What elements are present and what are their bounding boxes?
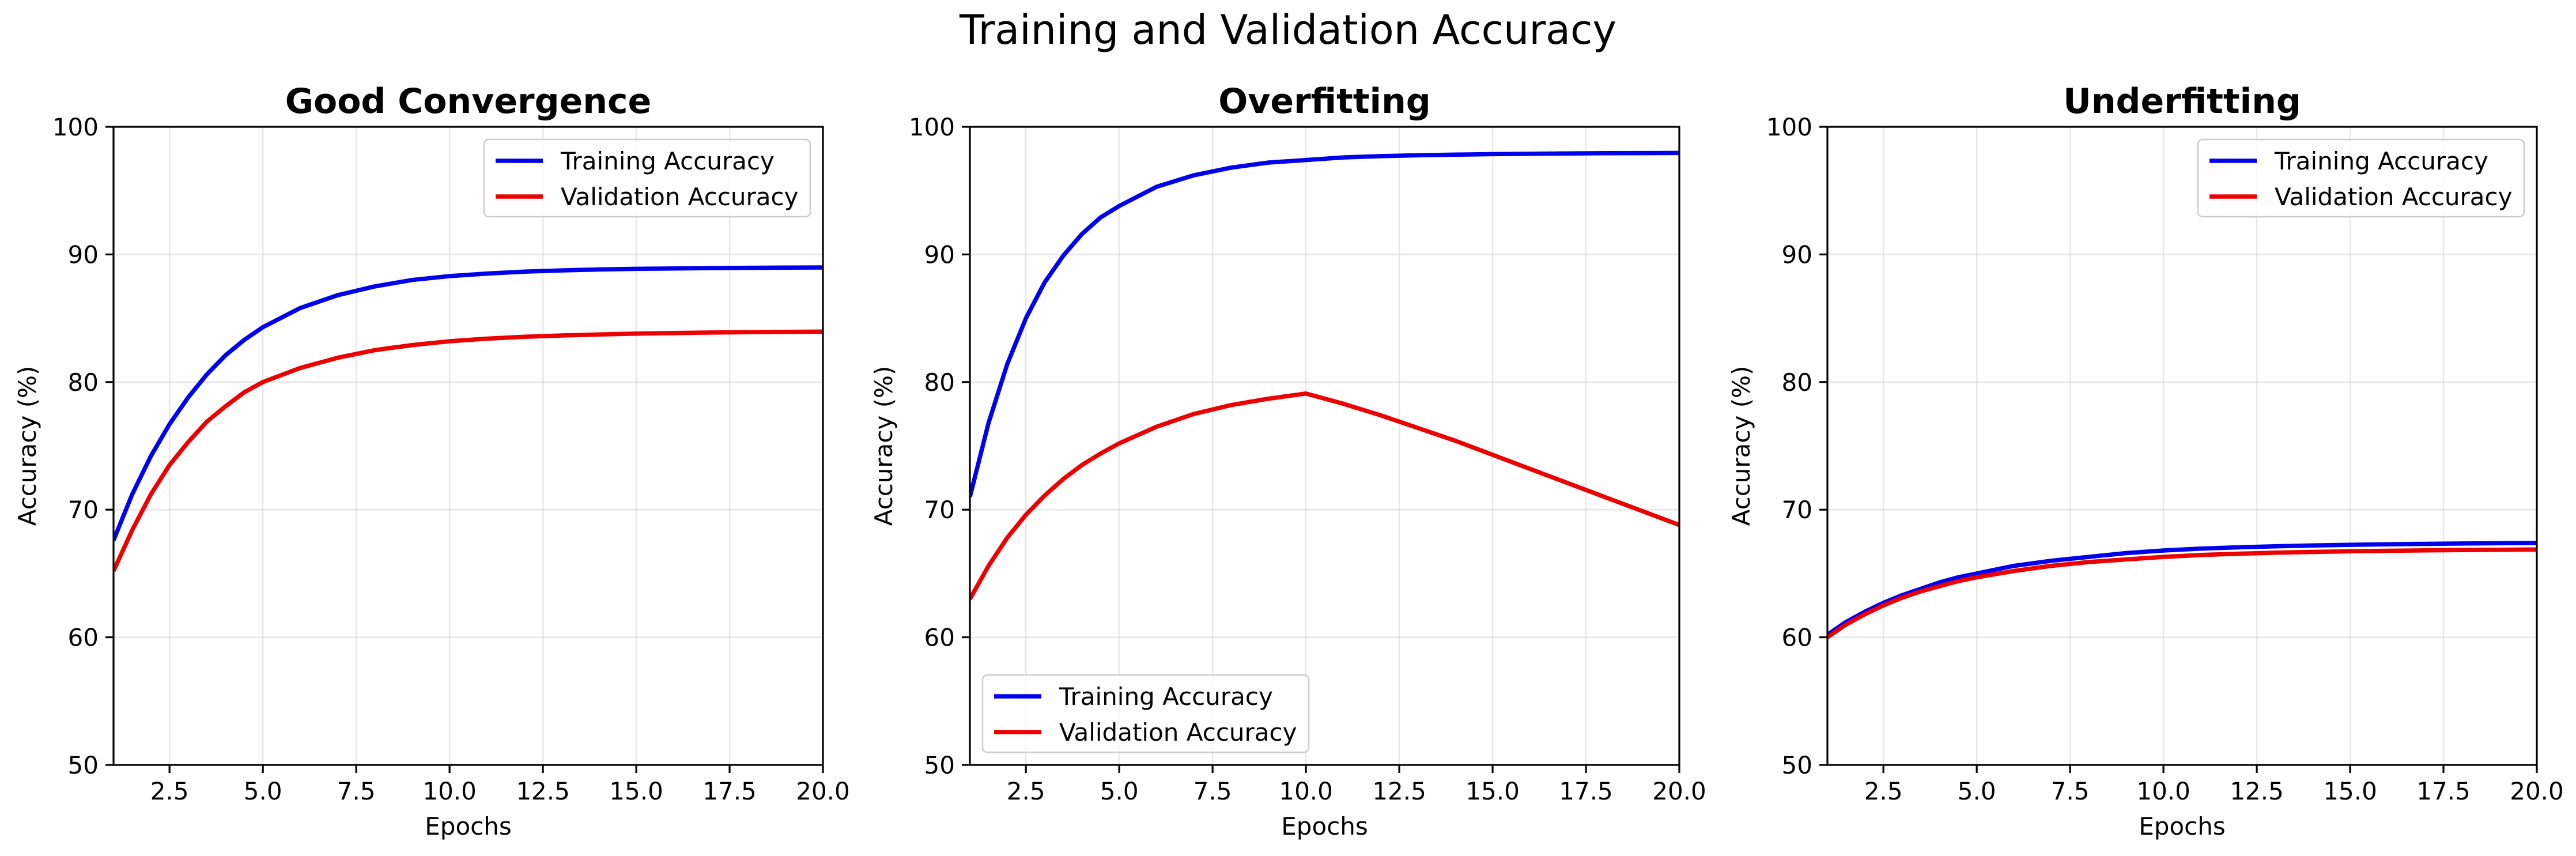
y-tick-label: 50	[1782, 751, 1812, 779]
legend-label: Training Accuracy	[2274, 147, 2488, 175]
x-tick-label: 5.0	[1958, 777, 1996, 805]
y-tick-label: 50	[68, 751, 99, 779]
legend-label: Validation Accuracy	[561, 183, 799, 211]
x-tick-label: 20.0	[1652, 777, 1706, 805]
y-tick-label: 90	[68, 240, 99, 269]
axes-frame	[112, 126, 824, 766]
series-line-validation	[114, 329, 823, 572]
chart-title: Underfitting	[2063, 81, 2301, 122]
series-line-validation	[970, 391, 1679, 601]
legend: Training Accuracy Validation Accuracy	[483, 138, 811, 218]
x-tick-label: 7.5	[337, 777, 376, 805]
series-line-training	[114, 265, 823, 541]
x-tick-label: 17.5	[2416, 777, 2471, 805]
chart-panel-1: 2.5 5.0 7.5 10.0 12.5 15.0 17.5 20.0 50 60 70 80 90 1…	[13, 81, 850, 840]
legend-box	[483, 138, 811, 218]
x-tick-label: 12.5	[516, 777, 570, 805]
x-tick-label: 15.0	[1465, 777, 1520, 805]
y-tick-label: 100	[1766, 113, 1812, 141]
chart-title: Overfitting	[1218, 81, 1430, 122]
y-axis-label: Accuracy (%)	[13, 366, 41, 526]
y-tick-label: 90	[1782, 240, 1812, 269]
y-axis-label: Accuracy (%)	[1727, 366, 1755, 526]
x-tick-label: 20.0	[796, 777, 850, 805]
legend-label: Validation Accuracy	[2275, 183, 2513, 211]
x-tick-label: 2.5	[1864, 777, 1903, 805]
y-axis-label: Accuracy (%)	[870, 366, 898, 526]
legend-box	[981, 674, 1310, 753]
legend: Training Accuracy Validation Accuracy	[981, 674, 1310, 753]
legend-box	[2197, 138, 2525, 218]
y-tick-label: 70	[1782, 496, 1812, 524]
axes-frame	[1826, 126, 2538, 766]
y-tick-label: 60	[924, 624, 955, 652]
y-tick-label: 100	[52, 113, 99, 141]
x-tick-label: 17.5	[1559, 777, 1613, 805]
axes-frame	[969, 126, 1680, 766]
series-line-validation	[1827, 547, 2537, 639]
figure-title: Training and Validation Accuracy	[959, 6, 1616, 54]
x-tick-label: 2.5	[1007, 777, 1045, 805]
x-tick-label: 10.0	[2136, 777, 2190, 805]
y-tick-label: 80	[1782, 368, 1812, 397]
y-tick-label: 50	[924, 751, 955, 779]
y-tick-label: 80	[68, 368, 99, 397]
x-tick-label: 12.5	[1372, 777, 1426, 805]
series-line-training	[970, 150, 1679, 498]
chart-panel-2: 2.5 5.0 7.5 10.0 12.5 15.0 17.5 20.0 50 60 70 80 90 1…	[870, 81, 1706, 840]
legend-label: Validation Accuracy	[1059, 718, 1297, 746]
x-tick-label: 7.5	[1193, 777, 1232, 805]
legend-label: Training Accuracy	[560, 147, 775, 175]
series-line-training	[1827, 541, 2537, 637]
x-tick-label: 2.5	[150, 777, 189, 805]
x-axis-label: Epochs	[1281, 812, 1368, 840]
x-tick-label: 20.0	[2510, 777, 2564, 805]
x-axis-label: Epochs	[2139, 812, 2226, 840]
y-tick-label: 70	[924, 496, 955, 524]
x-tick-label: 5.0	[244, 777, 282, 805]
x-tick-label: 12.5	[2230, 777, 2284, 805]
y-tick-label: 70	[68, 496, 99, 524]
x-tick-label: 15.0	[609, 777, 663, 805]
y-tick-label: 60	[68, 624, 99, 652]
x-tick-label: 15.0	[2323, 777, 2377, 805]
chart-panel-3: 2.5 5.0 7.5 10.0 12.5 15.0 17.5 20.0 50 60 70 80 90 1…	[1727, 81, 2564, 840]
y-tick-label: 90	[924, 240, 955, 269]
y-tick-label: 80	[924, 368, 955, 397]
x-tick-label: 5.0	[1100, 777, 1139, 805]
x-tick-label: 10.0	[422, 777, 477, 805]
x-tick-label: 17.5	[702, 777, 757, 805]
y-tick-label: 60	[1782, 624, 1812, 652]
legend-label: Training Accuracy	[1059, 682, 1273, 711]
chart-title: Good Convergence	[285, 81, 652, 122]
legend: Training Accuracy Validation Accuracy	[2197, 138, 2525, 218]
y-tick-label: 100	[909, 113, 955, 141]
x-tick-label: 10.0	[1279, 777, 1333, 805]
x-tick-label: 7.5	[2051, 777, 2090, 805]
x-axis-label: Epochs	[425, 812, 512, 840]
